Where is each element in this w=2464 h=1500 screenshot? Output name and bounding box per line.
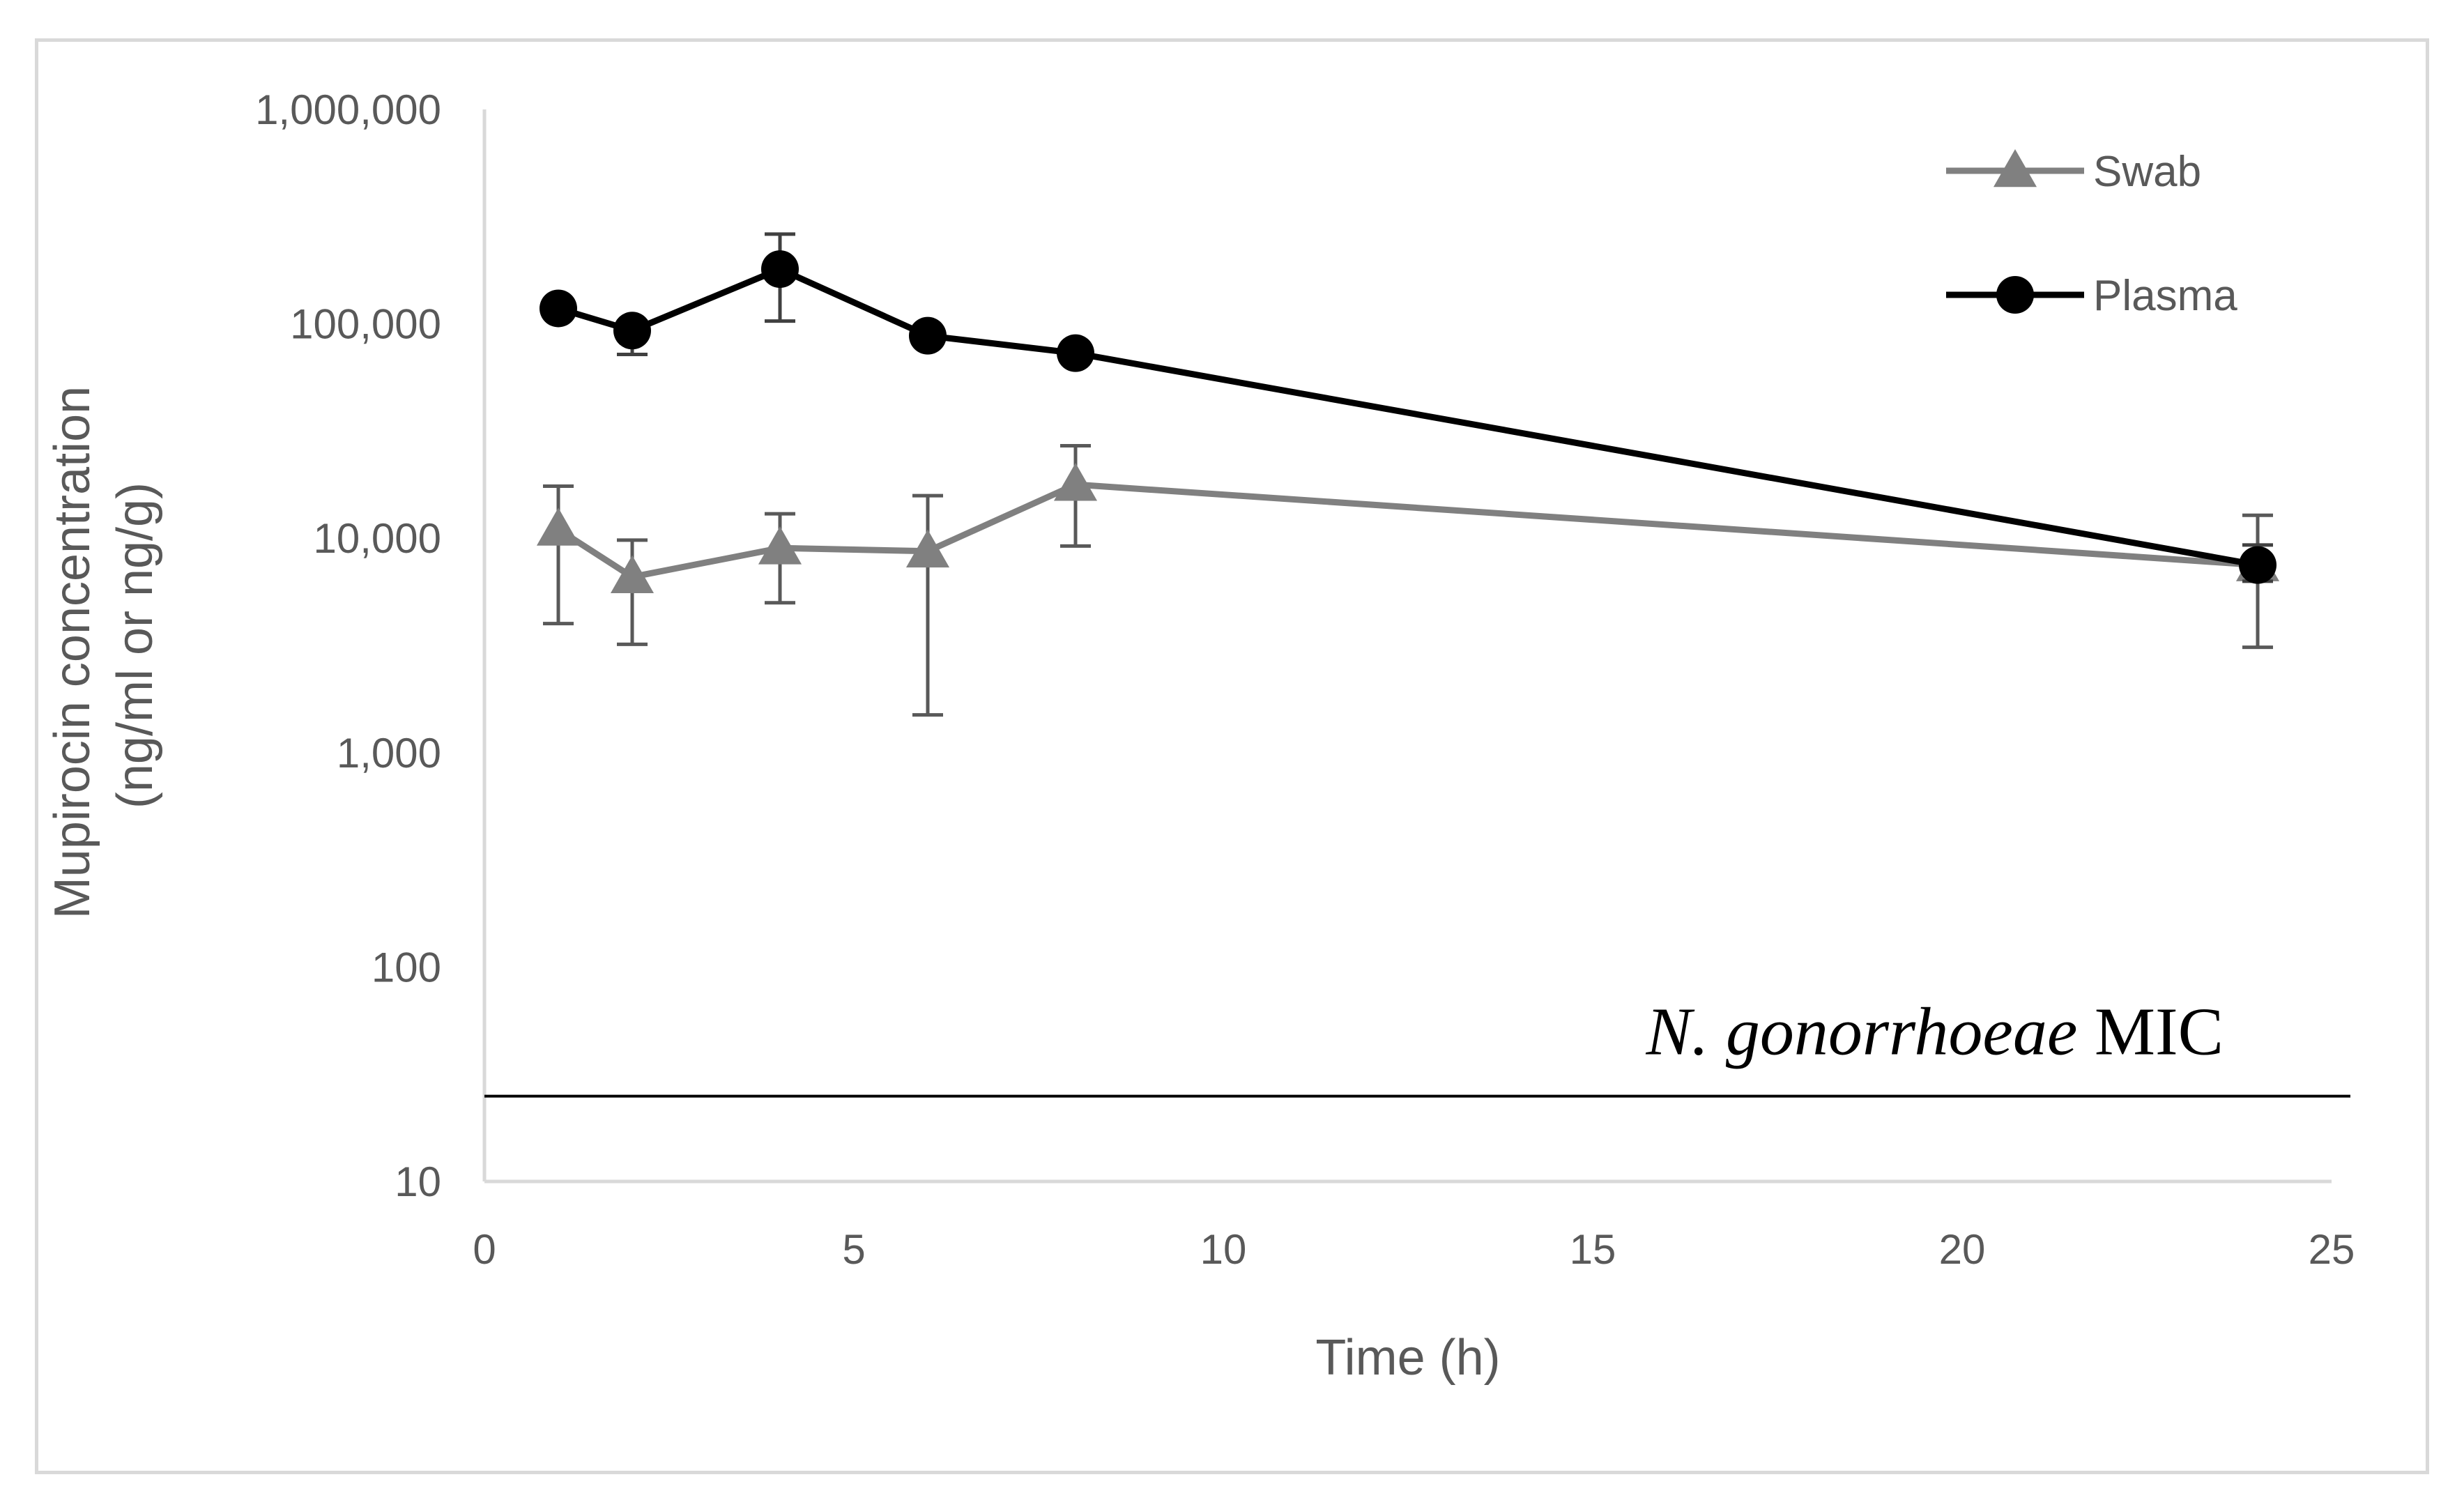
y-axis-title-line-2: (ng/ml or ng/g) [107, 482, 163, 809]
data-point-plasma [613, 312, 651, 350]
y-axis-title-line-1: Mupirocin concentration [45, 386, 100, 919]
x-tick-label: 15 [1570, 1226, 1616, 1273]
series-plasma [540, 232, 2276, 584]
y-tick-label: 1,000 [337, 730, 441, 776]
x-tick-label: 5 [842, 1226, 865, 1273]
legend-item-swab: Swab [1946, 148, 2201, 196]
legend-marker-swab [1993, 148, 2037, 188]
legend: Swab Plasma [1946, 148, 2237, 320]
data-point-swab [1053, 463, 1098, 501]
x-tick-label: 0 [473, 1226, 496, 1273]
data-point-plasma [540, 289, 577, 328]
mic-label-suffix: MIC [2077, 995, 2224, 1070]
data-point-swab [610, 555, 655, 593]
x-tick-label: 10 [1200, 1226, 1247, 1273]
data-point-plasma [1057, 334, 1094, 372]
legend-marker-plasma [1996, 276, 2034, 314]
data-point-swab [758, 526, 802, 565]
data-point-plasma [2239, 546, 2276, 584]
y-tick-label: 100,000 [290, 301, 441, 348]
legend-label-plasma: Plasma [2093, 272, 2237, 320]
y-tick-label: 10,000 [313, 515, 441, 562]
series-layer [536, 232, 2280, 717]
series-swab [536, 444, 2280, 717]
y-tick-label: 10 [395, 1158, 441, 1205]
data-point-swab [536, 507, 581, 546]
ticks-layer: 10 100 1,000 10,000 100,000 1,000,000 0 5 10 15 20… [255, 86, 2355, 1273]
data-point-plasma [761, 250, 799, 289]
x-tick-label: 25 [2309, 1226, 2355, 1273]
axes-layer [482, 109, 2332, 1184]
y-axis-title: Mupirocin concentration (ng/ml or ng/g) [45, 372, 163, 919]
y-tick-label: 1,000,000 [255, 86, 441, 133]
series-line-swab [556, 481, 2258, 581]
y-tick-label: 100 [372, 944, 441, 990]
data-point-swab [905, 529, 950, 568]
data-point-plasma [909, 316, 947, 355]
legend-item-plasma: Plasma [1946, 272, 2237, 320]
x-axis-title: Time (h) [1315, 1330, 1500, 1386]
legend-label-swab: Swab [2093, 148, 2201, 196]
mic-reference-label: N. gonorrhoeae MIC [1645, 995, 2224, 1070]
x-tick-label: 20 [1939, 1226, 1986, 1273]
mic-label-species: N. gonorrhoeae [1645, 995, 2077, 1070]
series-line-plasma [557, 266, 2258, 569]
reference-line-layer: N. gonorrhoeae MIC [484, 995, 2350, 1098]
chart-frame [35, 38, 2429, 1474]
